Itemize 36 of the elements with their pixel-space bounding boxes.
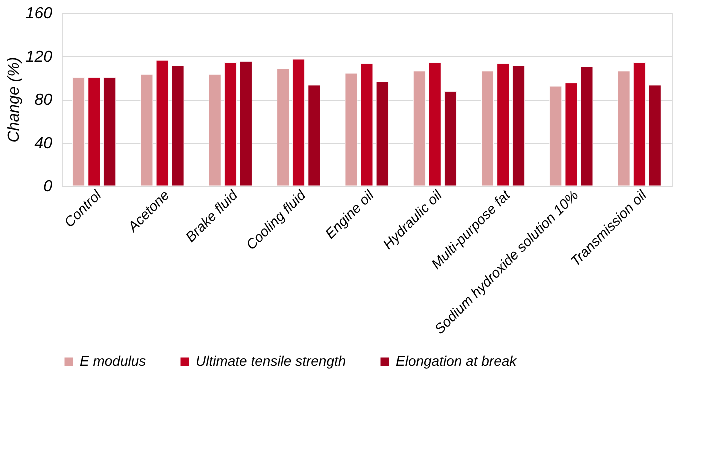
bar (308, 85, 321, 186)
bar (444, 92, 457, 186)
bar (88, 78, 101, 186)
y-axis-title: Change (%) (6, 57, 23, 143)
bar (618, 71, 630, 186)
y-tick-label: 160 (26, 6, 53, 22)
bar (172, 66, 184, 186)
y-tick-label: 120 (26, 48, 53, 66)
bar (292, 59, 306, 186)
bar (104, 78, 116, 186)
y-tick-label: 40 (34, 135, 53, 152)
bar (277, 68, 290, 186)
legend-label: Ultimate tensile strength (196, 353, 346, 369)
bar (512, 66, 526, 186)
bar (156, 60, 169, 186)
bar (580, 66, 594, 186)
bar (428, 62, 442, 186)
y-tick-label: 0 (44, 178, 53, 196)
bar (140, 74, 154, 186)
bar (413, 71, 426, 186)
bar (497, 64, 510, 186)
bar (240, 61, 252, 186)
bar (565, 83, 578, 186)
y-tick-label: 80 (34, 92, 53, 109)
bar (633, 62, 646, 186)
legend-label: Elongation at break (396, 353, 518, 369)
bar (550, 86, 562, 186)
bar (208, 74, 222, 186)
bar (482, 71, 494, 186)
bar (72, 78, 86, 186)
legend-label: E modulus (80, 353, 146, 369)
bar (360, 64, 374, 186)
bar (224, 62, 237, 186)
bar (648, 85, 662, 186)
bar (376, 82, 389, 186)
bar (345, 73, 358, 186)
